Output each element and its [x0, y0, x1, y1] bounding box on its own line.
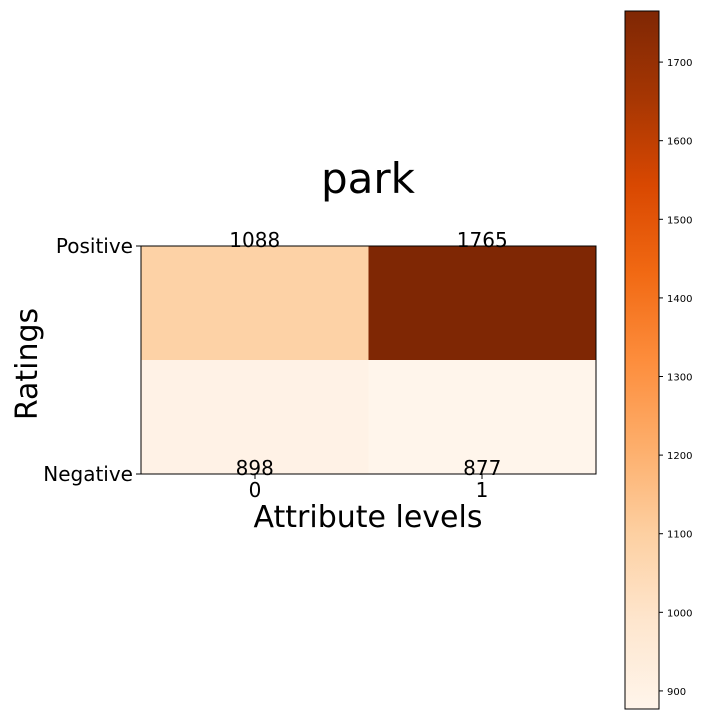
colorbar-tick-label: 1000	[667, 608, 692, 619]
cell-value-label: 1765	[457, 228, 508, 252]
colorbar-tick-label: 1100	[667, 530, 692, 541]
y-tick-label: Negative	[43, 462, 133, 486]
heatmap-cell	[368, 360, 596, 474]
heatmap-cell	[141, 360, 369, 474]
chart-title: park	[321, 154, 416, 203]
x-axis-label: Attribute levels	[254, 500, 483, 535]
colorbar-tick-label: 1400	[667, 294, 692, 305]
colorbar-tick-label: 1300	[667, 373, 692, 384]
x-tick-label: 0	[249, 478, 262, 502]
plot-frame	[140, 245, 597, 475]
y-tick-label: Positive	[56, 234, 133, 258]
colorbar	[624, 10, 660, 710]
colorbar-tick-label: 1200	[667, 451, 692, 462]
heatmap-cell	[368, 246, 596, 360]
cell-value-label: 1088	[229, 228, 280, 252]
colorbar-tick-label: 1600	[667, 137, 692, 148]
colorbar-tick-label: 1500	[667, 215, 692, 226]
y-axis-label: Ratings	[10, 308, 45, 420]
heatmap-cell	[141, 246, 369, 360]
x-tick-label: 1	[476, 478, 489, 502]
colorbar-tick-label: 900	[667, 687, 686, 698]
colorbar-tick-label: 1700	[667, 58, 692, 69]
